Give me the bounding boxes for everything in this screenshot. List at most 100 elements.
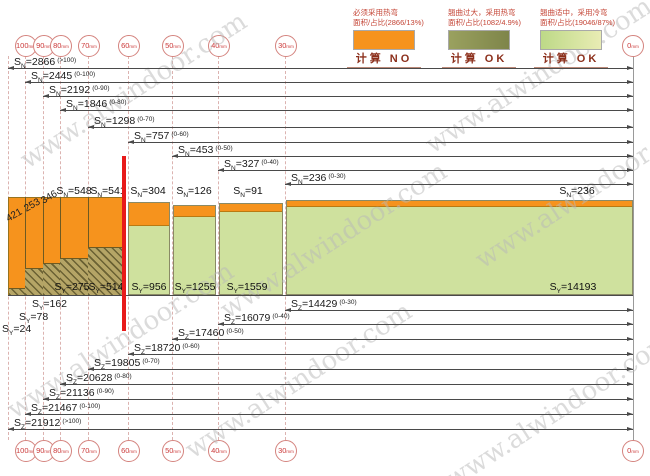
top-dim-line: [43, 96, 633, 97]
warp-hatch-area: [43, 263, 60, 295]
arrow-right-icon: [627, 93, 633, 98]
top-dim-line: [88, 127, 633, 128]
bar-top-label: SN=304: [130, 185, 166, 200]
legend-swatch-hot: [353, 30, 415, 50]
arrow-left-icon: [25, 79, 31, 84]
bar-top-label: SN=548: [56, 185, 92, 200]
bar-bottom-label: SY=1559: [226, 281, 268, 296]
bottom-dim-line: [8, 429, 633, 430]
chart-baseline: [8, 295, 633, 296]
bottom-dim-label: SZ=14429 (0-30): [291, 298, 357, 313]
arrow-right-icon: [627, 321, 633, 326]
bottom-dim-label: SZ=19805 (0-70): [94, 357, 160, 372]
left-stack-label: SY=24: [2, 323, 32, 338]
legend-item-warp-large: 翘曲过大，采用热弯 面积/占比(1082/4.9%) 计算 OK: [442, 8, 521, 68]
arrow-left-icon: [43, 93, 49, 98]
legend-result: 计算 OK: [442, 54, 516, 68]
bottom-dim-line: [218, 324, 633, 325]
tick-circle-40mm: 40mm: [208, 440, 230, 462]
top-dim-line: [25, 82, 633, 83]
tick-circle-40mm: 40mm: [208, 35, 230, 57]
guide-line: [218, 56, 219, 440]
segment-separator: [25, 197, 26, 295]
tick-circle-0mm: 0mm: [622, 440, 644, 462]
cold-bend-bar: [128, 202, 170, 295]
arrow-left-icon: [88, 366, 94, 371]
bottom-dim-label: SZ=21912 (>100): [14, 417, 82, 432]
legend-title: 翘曲过大，采用热弯: [448, 8, 516, 17]
arrow-right-icon: [627, 167, 633, 172]
bottom-dim-label: SZ=21467 (0-100): [31, 402, 101, 417]
arrow-right-icon: [627, 381, 633, 386]
tick-circle-80mm: 80mm: [50, 440, 72, 462]
hot-strip: [220, 204, 282, 212]
warp-hatch-area: [60, 258, 88, 295]
tick-circle-80mm: 80mm: [50, 35, 72, 57]
top-dim-label: SN=2866 (>100): [14, 56, 77, 71]
bar-bottom-label: SY=956: [131, 281, 167, 296]
tick-circle-50mm: 50mm: [162, 35, 184, 57]
top-dim-line: [218, 170, 633, 171]
legend-item-hot: 必须采用热弯 面积/占比(2866/13%) 计算 NO: [347, 8, 424, 68]
tick-circle-30mm: 30mm: [275, 440, 297, 462]
top-dim-label: SN=2445 (0-100): [31, 70, 96, 85]
bar-top-label: SN=236: [559, 185, 595, 200]
top-dim-line: [285, 184, 633, 185]
left-stack-label: SY=78: [19, 311, 49, 326]
bar-bottom-label: SY=1255: [174, 281, 216, 296]
legend-swatch-green: [540, 30, 602, 50]
hot-strip: [174, 206, 215, 217]
tick-circle-0mm: 0mm: [622, 35, 644, 57]
top-dim-label: SN=236 (0-30): [291, 172, 346, 187]
legend-item-cold: 翘曲适中，采用冷弯 面积/占比(19046/87%) 计算 OK: [534, 8, 616, 68]
tick-circle-70mm: 70mm: [78, 440, 100, 462]
legend-swatch-olive: [448, 30, 510, 50]
arrow-left-icon: [88, 124, 94, 129]
cold-bend-bar: [286, 200, 633, 295]
hot-strip: [129, 203, 169, 226]
arrow-left-icon: [218, 321, 224, 326]
top-dim-label: SN=1298 (0-70): [94, 115, 155, 130]
bottom-dim-line: [60, 384, 633, 385]
bottom-dim-line: [43, 399, 633, 400]
bar-bottom-label: SY=514: [88, 281, 124, 296]
top-dim-label: SN=327 (0-40): [224, 158, 279, 173]
arrow-left-icon: [8, 65, 14, 70]
arrow-right-icon: [627, 181, 633, 186]
arrow-left-icon: [285, 181, 291, 186]
arrow-right-icon: [627, 79, 633, 84]
top-dim-line: [172, 156, 633, 157]
tick-circle-60mm: 60mm: [118, 440, 140, 462]
arrow-right-icon: [627, 396, 633, 401]
bottom-dim-line: [128, 354, 633, 355]
arrow-right-icon: [627, 107, 633, 112]
arrow-right-icon: [627, 366, 633, 371]
legend-area-label: 面积/占比(1082/4.9%): [448, 18, 521, 27]
top-dim-label: SN=1846 (0-80): [66, 98, 127, 113]
legend-area-label: 面积/占比(2866/13%): [353, 18, 424, 27]
tick-circle-50mm: 50mm: [162, 440, 184, 462]
arrow-right-icon: [627, 351, 633, 356]
warp-hatch-area: [88, 247, 122, 295]
hot-strip: [287, 201, 632, 207]
arrow-right-icon: [627, 139, 633, 144]
arrow-left-icon: [43, 396, 49, 401]
limit-marker-line: [122, 156, 126, 331]
tick-circle-30mm: 30mm: [275, 35, 297, 57]
cold-bend-bar: [173, 205, 216, 295]
top-dim-label: SN=2192 (0-90): [49, 84, 110, 99]
arrow-left-icon: [218, 167, 224, 172]
top-dim-label: SN=453 (0-50): [178, 144, 233, 159]
guide-line: [172, 56, 173, 440]
bar-bottom-label: SY=14193: [549, 281, 597, 296]
legend-title: 必须采用热弯: [353, 8, 398, 17]
legend-area-label: 面积/占比(19046/87%): [540, 18, 616, 27]
right-boundary-line: [633, 56, 634, 446]
legend-result: 计算 OK: [534, 54, 608, 68]
bottom-dim-label: SZ=17460 (0-50): [178, 327, 244, 342]
arrow-right-icon: [627, 124, 633, 129]
legend-title: 翘曲适中，采用冷弯: [540, 8, 608, 17]
arrow-left-icon: [8, 426, 14, 431]
bar-top-label: SN=126: [176, 185, 212, 200]
arrow-left-icon: [60, 107, 66, 112]
